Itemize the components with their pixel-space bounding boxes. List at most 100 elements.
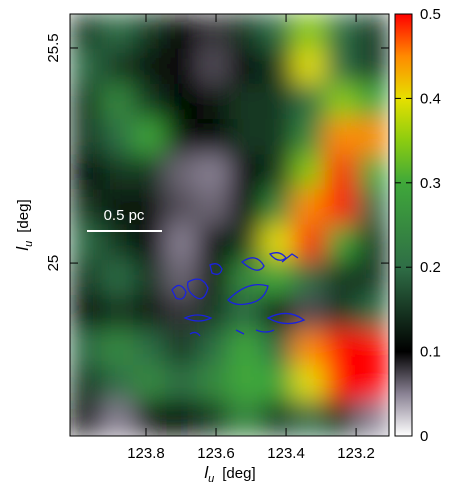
image-cell	[356, 330, 389, 367]
x-tick-label: 123.6	[197, 445, 235, 462]
image-cell	[70, 14, 103, 50]
image-cell	[165, 330, 199, 367]
image-cell	[70, 259, 103, 296]
image-cell	[292, 119, 326, 156]
image-cell	[260, 330, 294, 367]
image-cell	[324, 330, 358, 367]
image-cell	[356, 14, 389, 50]
image-cell	[260, 119, 294, 156]
plot-frame	[69, 13, 390, 437]
image-cell	[197, 365, 230, 402]
image-cells	[70, 14, 389, 436]
image-cell	[101, 400, 135, 436]
image-cell	[165, 224, 199, 261]
image-cell	[133, 294, 167, 331]
image-cell	[133, 189, 167, 226]
image-cell	[292, 14, 326, 50]
y-axis-label: lu [deg]	[13, 199, 35, 250]
image-cell	[260, 400, 294, 436]
image-cell	[101, 189, 135, 226]
image-cell	[165, 48, 199, 85]
image-cell	[70, 189, 103, 226]
scale-bar-label: 0.5 pc	[104, 207, 145, 224]
image-cell	[165, 83, 199, 120]
y-tick-label: 25	[45, 255, 62, 272]
image-cell	[70, 330, 103, 367]
colorbar-tick-label: 0.2	[420, 259, 441, 276]
image-cell	[324, 83, 358, 120]
x-axis-label: lu [deg]	[204, 463, 255, 485]
image-cell	[165, 259, 199, 296]
image-cell	[133, 119, 167, 156]
colorbar-tick-label: 0.4	[420, 90, 441, 107]
image-cell	[356, 48, 389, 85]
colorbar-tick-label: 0	[420, 428, 428, 445]
image-cell	[133, 365, 167, 402]
image-cell	[165, 154, 199, 191]
image-cell	[133, 154, 167, 191]
image-cell	[324, 48, 358, 85]
image-cell	[101, 48, 135, 85]
image-cell	[101, 224, 135, 261]
image-cell	[70, 224, 103, 261]
colorbar-tick-label: 0.3	[420, 175, 441, 192]
image-cell	[356, 365, 389, 402]
image-cell	[197, 224, 230, 261]
image-cell	[260, 224, 294, 261]
image-cell	[101, 294, 135, 331]
image-cell	[324, 259, 358, 296]
image-cell	[260, 294, 294, 331]
image-cell	[133, 400, 167, 436]
image-cell	[101, 14, 135, 50]
image-cell	[133, 83, 167, 120]
image-cell	[101, 259, 135, 296]
image-cell	[165, 14, 199, 50]
image-cell	[229, 365, 262, 402]
image-cell	[229, 259, 262, 296]
image-cell	[133, 259, 167, 296]
image-cell	[229, 330, 262, 367]
image-cell	[356, 119, 389, 156]
image-cell	[229, 48, 262, 85]
image	[70, 14, 389, 436]
image-cell	[292, 365, 326, 402]
colorbar-tick-label: 0.5	[420, 6, 441, 23]
image-cell	[229, 14, 262, 50]
image-cell	[197, 14, 230, 50]
image-cell	[197, 83, 230, 120]
image-cell	[133, 224, 167, 261]
image-cell	[324, 119, 358, 156]
image-cell	[197, 48, 230, 85]
image-cell	[292, 189, 326, 226]
image-cell	[324, 14, 358, 50]
image-cell	[356, 294, 389, 331]
contour-path	[171, 252, 306, 337]
image-cell	[197, 119, 230, 156]
image-cell	[133, 14, 167, 50]
image-cell	[70, 83, 103, 120]
image-cell	[292, 224, 326, 261]
image-cell	[101, 330, 135, 367]
image-cell	[292, 330, 326, 367]
image-cell	[356, 83, 389, 120]
image-cell	[70, 154, 103, 191]
x-tick-label: 123.8	[127, 445, 165, 462]
image-cell	[292, 400, 326, 436]
image-cell	[324, 189, 358, 226]
image-cell	[229, 189, 262, 226]
y-label-unit: [deg]	[15, 199, 32, 232]
image-cell	[260, 189, 294, 226]
image-cell	[165, 119, 199, 156]
image-cell	[70, 294, 103, 331]
image-cell	[260, 154, 294, 191]
image-cell	[165, 189, 199, 226]
image-cell	[356, 154, 389, 191]
image-cell	[356, 259, 389, 296]
y-label-subscript: u	[23, 241, 35, 247]
image-cell	[101, 365, 135, 402]
image-cell	[356, 224, 389, 261]
image-cell	[165, 400, 199, 436]
colorbar	[394, 13, 413, 437]
image-cell	[260, 14, 294, 50]
